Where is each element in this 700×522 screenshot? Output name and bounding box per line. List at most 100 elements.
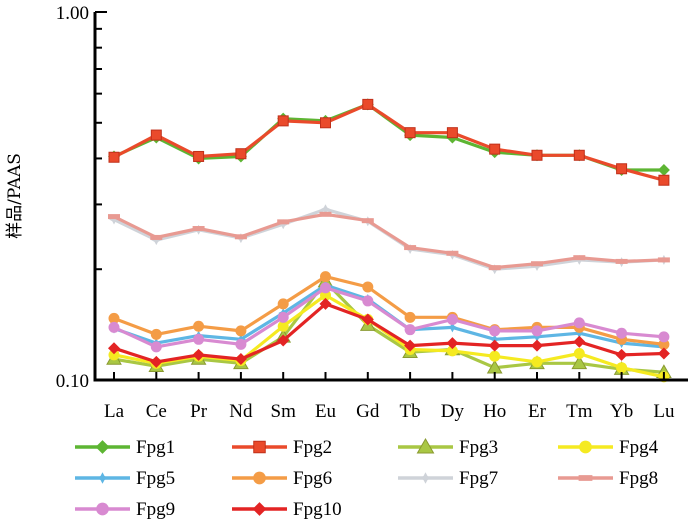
data-point-fpg8 xyxy=(150,234,163,240)
data-point-fpg9 xyxy=(404,324,416,336)
data-point-fpg9 xyxy=(150,341,162,353)
data-point-fpg9 xyxy=(235,338,247,350)
data-point-fpg2 xyxy=(404,127,416,139)
data-point-fpg6 xyxy=(320,271,331,283)
data-point-fpg8 xyxy=(234,234,247,240)
data-point-fpg4 xyxy=(277,320,289,332)
legend-item-fpg1: Fpg1 xyxy=(75,437,175,458)
data-point-fpg9 xyxy=(108,321,120,333)
legend-swatch-marker xyxy=(419,472,432,484)
data-point-fpg2 xyxy=(277,115,289,127)
data-point-fpg5 xyxy=(447,322,458,333)
data-point-fpg2 xyxy=(446,127,458,139)
data-point-fpg9 xyxy=(531,325,543,337)
legend-item-fpg3: Fpg3 xyxy=(398,437,498,458)
data-point-fpg6 xyxy=(277,298,289,310)
legend-swatch-marker xyxy=(578,475,593,481)
legend-swatch-marker xyxy=(579,440,592,454)
data-point-fpg10 xyxy=(277,334,290,347)
x-tick-label-la: La xyxy=(104,401,125,422)
data-point-fpg8 xyxy=(573,255,586,261)
data-point-fpg5 xyxy=(574,328,585,339)
series-line-fpg10 xyxy=(113,302,664,364)
data-point-fpg4 xyxy=(616,362,628,374)
x-tick-label-yb: Yb xyxy=(610,401,633,422)
y-axis-label: 样品/PAAS xyxy=(5,153,25,239)
legend-label-fpg6: Fpg6 xyxy=(293,468,332,489)
data-point-fpg2 xyxy=(108,151,120,163)
legend-item-fpg5: Fpg5 xyxy=(75,468,175,489)
legend-item-fpg7: Fpg7 xyxy=(398,468,498,489)
data-point-fpg6 xyxy=(235,325,247,337)
x-tick-label-gd: Gd xyxy=(356,401,380,422)
legend-label-fpg1: Fpg1 xyxy=(136,437,175,458)
data-point-fpg8 xyxy=(657,257,670,263)
legend-label-fpg2: Fpg2 xyxy=(293,437,332,458)
data-point-fpg3 xyxy=(571,355,588,370)
data-point-fpg10 xyxy=(192,348,205,361)
data-point-fpg8 xyxy=(488,265,501,271)
data-point-fpg7 xyxy=(151,235,162,246)
data-point-fpg6 xyxy=(193,320,205,332)
x-tick-label-lu: Lu xyxy=(653,401,675,422)
x-tick-label-er: Er xyxy=(528,401,547,422)
data-point-fpg10 xyxy=(404,339,417,352)
series-line-fpg8 xyxy=(113,212,664,270)
series-fpg8 xyxy=(108,211,670,271)
data-point-fpg2 xyxy=(489,143,501,155)
series-fpg9 xyxy=(108,282,670,353)
y-tick-label: 0.10 xyxy=(56,371,89,392)
legend-swatch-marker xyxy=(253,440,266,454)
legend: Fpg1 Fpg2 Fpg3 Fpg4 Fpg5 Fpg6 Fpg7 Fpg8 Fpg9 Fpg1… xyxy=(75,437,659,520)
series-line-fpg9 xyxy=(113,286,665,349)
data-point-fpg10 xyxy=(361,313,374,326)
data-point-fpg7 xyxy=(109,214,119,225)
data-point-fpg2 xyxy=(531,149,543,161)
series-fpg10 xyxy=(108,297,670,368)
legend-item-fpg2: Fpg2 xyxy=(232,437,332,458)
x-tick-label-ce: Ce xyxy=(146,401,167,422)
data-point-fpg10 xyxy=(150,355,163,368)
data-point-fpg4 xyxy=(531,356,543,368)
legend-label-fpg7: Fpg7 xyxy=(459,468,498,489)
data-point-fpg9 xyxy=(616,327,628,339)
series-fpg2 xyxy=(108,98,670,186)
legend-swatch-marker xyxy=(96,502,109,516)
x-tick-label-dy: Dy xyxy=(441,401,465,422)
data-point-fpg9 xyxy=(446,314,458,326)
data-point-fpg9 xyxy=(193,333,205,345)
data-point-fpg10 xyxy=(446,337,459,350)
data-point-fpg7 xyxy=(320,204,331,215)
data-point-fpg6 xyxy=(404,311,416,323)
legend-swatch-marker xyxy=(252,502,267,516)
x-tick-label-nd: Nd xyxy=(229,401,253,422)
legend-swatch-marker xyxy=(253,471,266,485)
data-point-fpg9 xyxy=(573,317,585,329)
data-point-fpg8 xyxy=(446,250,459,256)
data-point-fpg9 xyxy=(277,311,289,323)
data-point-fpg4 xyxy=(446,345,458,357)
legend-item-fpg8: Fpg8 xyxy=(558,468,658,489)
data-point-fpg2 xyxy=(235,148,247,160)
x-tick-label-ho: Ho xyxy=(483,401,506,422)
data-point-fpg8 xyxy=(108,214,120,220)
data-point-fpg2 xyxy=(616,163,628,175)
legend-item-fpg10: Fpg10 xyxy=(232,499,342,520)
data-point-fpg8 xyxy=(319,211,332,217)
x-tick-label-eu: Eu xyxy=(315,401,337,422)
data-point-fpg6 xyxy=(362,281,374,293)
data-point-fpg1 xyxy=(657,164,670,177)
x-tick-label-pr: Pr xyxy=(190,401,208,422)
data-point-fpg4 xyxy=(489,350,501,362)
data-point-fpg9 xyxy=(320,282,331,294)
data-point-fpg8 xyxy=(615,258,628,264)
y-tick-label: 1.00 xyxy=(56,3,89,24)
data-point-fpg2 xyxy=(193,150,205,162)
data-point-fpg2 xyxy=(320,117,331,129)
data-point-fpg6 xyxy=(150,328,162,340)
data-point-fpg10 xyxy=(108,342,120,355)
data-point-fpg8 xyxy=(277,219,290,225)
plot-lines xyxy=(106,98,672,383)
data-point-fpg4 xyxy=(108,349,120,361)
